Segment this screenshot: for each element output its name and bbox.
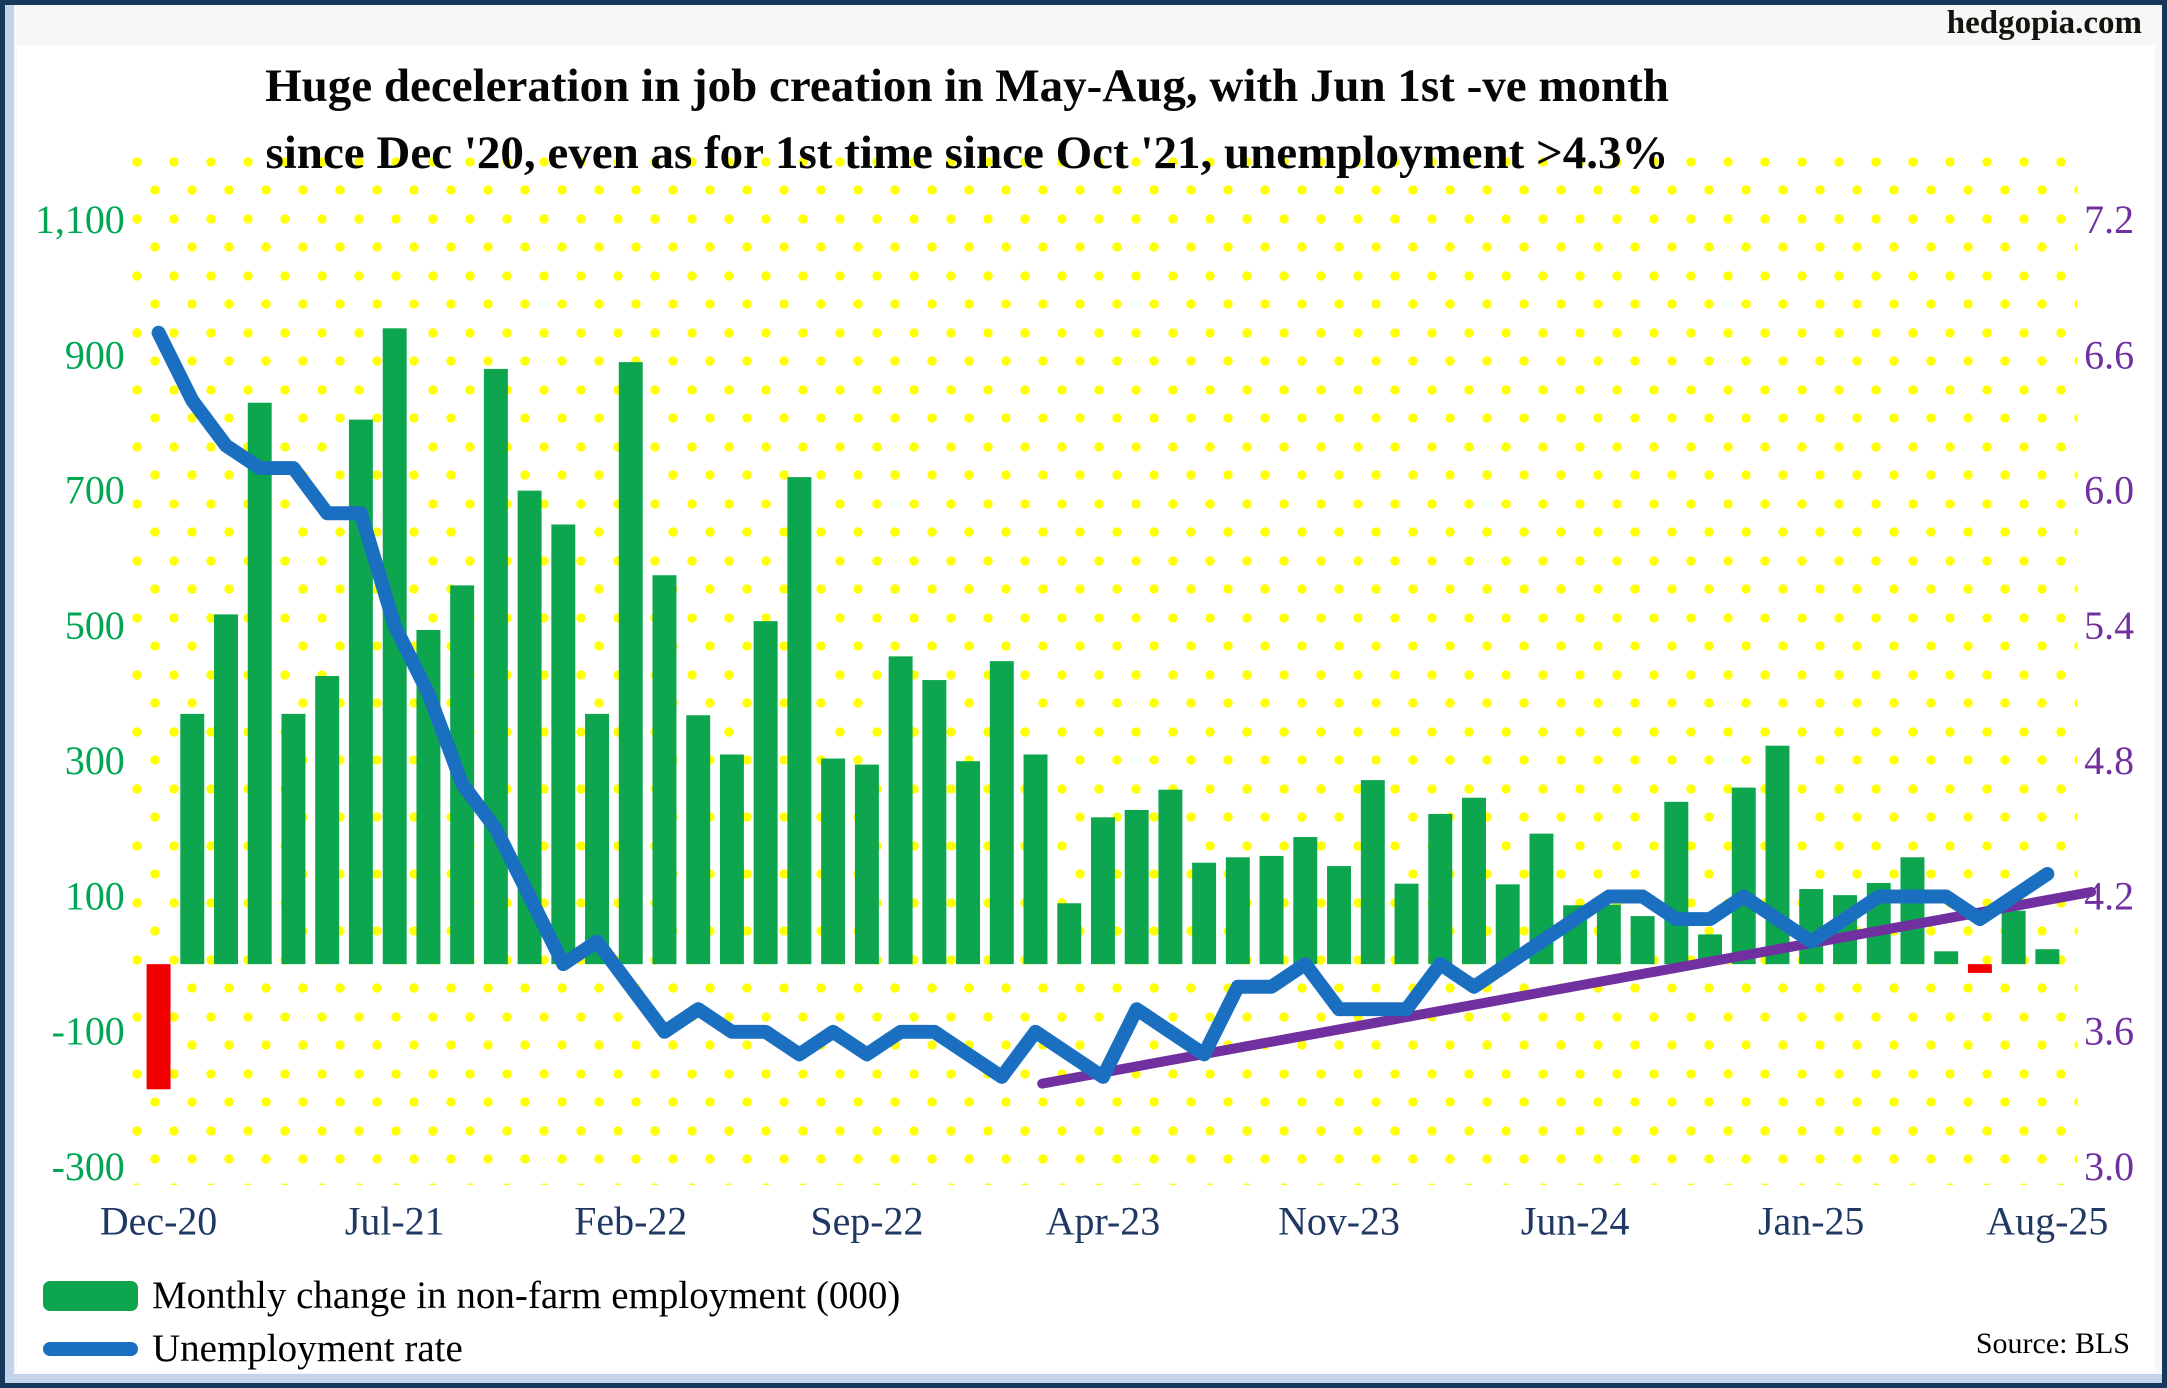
x-tick-Nov-23: Nov-23 [1278,1199,1400,1244]
bar-Apr-24 [1495,884,1520,965]
bar-Oct-21 [483,368,508,965]
bar-Apr-21 [281,713,306,965]
bar-Mar-24 [1462,797,1486,965]
right-tick-4.8: 4.8 [2084,738,2134,783]
bar-Nov-23 [1327,866,1351,965]
left-axis-labels: 1,100 900 700 500 300 100 -100 -300 [35,197,125,1189]
left-tick-900: 900 [65,332,125,377]
bar-Mar-21 [247,402,272,965]
payrolls-unemployment-chart: 1,100 900 700 500 300 100 -100 -300 7.2 6.6 6.0 5.4… [35,197,2134,1244]
bar-Jul-25 [2001,910,2026,965]
bar-Jul-24 [1596,904,1621,965]
right-tick-3.0: 3.0 [2084,1144,2134,1189]
left-tick-700: 700 [65,468,125,513]
legend-label-line: Unemployment rate [152,1327,463,1370]
bar-May-21 [315,675,340,965]
bar-Jul-23 [1192,862,1217,965]
bar-Aug-24 [1630,916,1655,965]
bar-Sep-23 [1259,855,1284,965]
x-tick-Jul-21: Jul-21 [345,1199,445,1244]
x-tick-Jan-25: Jan-25 [1758,1199,1864,1244]
chart-title-line2: since Dec '20, even as for 1st time sinc… [265,126,1669,179]
bottom-edge-strip [5,1374,2162,1383]
bar-Apr-25 [1900,857,1925,965]
left-tick-100: 100 [65,873,125,918]
x-tick-Jun-24: Jun-24 [1521,1199,1630,1244]
bar-Aug-23 [1225,857,1250,965]
legend-item-bars: Monthly change in non-farm employment (0… [43,1269,900,1322]
x-tick-Dec-20: Dec-20 [100,1199,217,1244]
bar-Jan-25 [1799,889,1824,965]
bar-Jul-22 [787,477,812,965]
bar-Mar-22 [652,575,677,965]
bar-Sep-24 [1664,801,1689,965]
left-tick-500: 500 [65,603,125,648]
bars-group [146,328,2060,1090]
bar-May-23 [1124,809,1149,965]
bar-May-25 [1934,951,1959,965]
bar-Jun-22 [753,621,778,965]
bar-Nov-24 [1731,787,1756,965]
right-tick-6.0: 6.0 [2084,468,2134,513]
bar-Jun-25 [1967,964,1992,973]
unemployment-line [151,325,2055,1084]
right-tick-7.2: 7.2 [2084,197,2134,242]
site-watermark: hedgopia.com [1946,5,2142,41]
right-tick-6.6: 6.6 [2084,332,2134,377]
bar-Feb-24 [1428,813,1453,965]
source-label: Source: BLS [1975,1327,2130,1360]
bar-Apr-22 [686,715,711,965]
bar-Dec-20 [146,964,171,1090]
bar-Jan-24 [1394,883,1419,965]
bar-Dec-23 [1360,780,1385,965]
bar-Nov-22 [922,680,947,965]
legend-swatch-line [43,1341,138,1356]
bar-Jun-23 [1158,789,1183,965]
legend-item-line: Unemployment rate [43,1322,900,1375]
bar-Mar-23 [1057,903,1082,965]
bar-Feb-21 [214,614,238,965]
bar-Feb-23 [1023,754,1048,965]
bar-Aug-25 [2035,949,2060,965]
left-tick-1,100: 1,100 [35,197,125,242]
right-tick-4.2: 4.2 [2084,873,2134,918]
bar-Jan-21 [180,713,205,965]
right-axis-labels: 7.2 6.6 6.0 5.4 4.8 4.2 3.6 3.0 [2084,197,2134,1189]
trend-line [1037,887,2097,1089]
bar-Dec-22 [956,761,981,965]
left-tick-300: 300 [65,738,125,783]
bar-Oct-23 [1293,837,1318,965]
x-tick-Sep-22: Sep-22 [810,1199,923,1244]
bar-Jan-23 [989,661,1014,965]
legend-swatch-bars [43,1280,138,1311]
left-tick--100: -100 [52,1009,125,1054]
chart-window-inner: hedgopia.com Huge deceleration in job cr… [5,5,2162,1383]
bar-Nov-21 [517,490,542,965]
x-axis-labels: Dec-20 Jul-21 Feb-22 Sep-22 Apr-23 Nov-23 Jun-… [100,1199,2108,1244]
bar-Feb-22 [618,362,643,965]
left-edge-strip [5,5,14,1383]
chart-legend: Monthly change in non-farm employment (0… [43,1269,900,1375]
bar-Jul-21 [382,328,407,965]
right-tick-5.4: 5.4 [2084,603,2134,648]
bar-Aug-22 [821,758,846,965]
bar-Apr-23 [1090,817,1115,965]
bar-Sep-22 [854,764,879,965]
left-tick--300: -300 [52,1144,125,1189]
x-tick-Feb-22: Feb-22 [574,1199,687,1244]
bar-Jun-21 [348,419,373,965]
chart-title: Huge deceleration in job creation in May… [147,53,1787,186]
bar-May-22 [719,754,744,965]
right-tick-3.6: 3.6 [2084,1009,2134,1054]
x-tick-Aug-25: Aug-25 [1986,1199,2108,1244]
x-tick-Apr-23: Apr-23 [1046,1199,1160,1244]
bar-Jan-22 [585,713,610,965]
chart-title-line1: Huge deceleration in job creation in May… [265,60,1669,112]
bar-Dec-21 [551,524,576,965]
legend-label-bars: Monthly change in non-farm employment (0… [152,1274,901,1317]
chart-card: Huge deceleration in job creation in May… [17,45,2155,1372]
bar-Oct-22 [888,656,913,965]
